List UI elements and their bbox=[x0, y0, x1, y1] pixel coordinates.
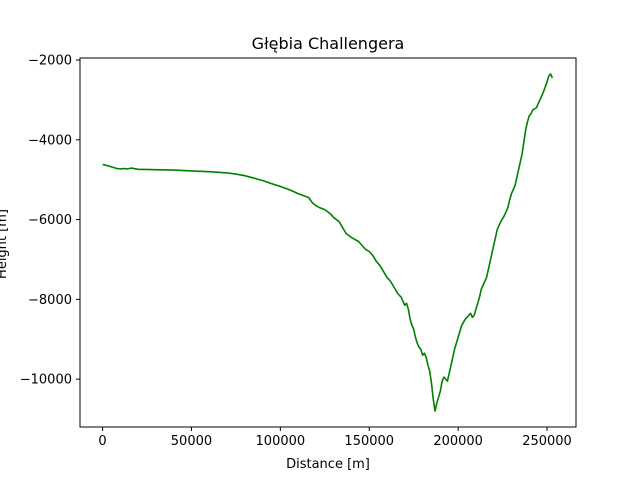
y-tick-label: −2000 bbox=[28, 53, 72, 68]
series-line-0 bbox=[102, 73, 554, 412]
x-tick-label: 100000 bbox=[256, 434, 306, 449]
y-tick-label: −10000 bbox=[20, 373, 72, 388]
chart-title: Głębia Challengera bbox=[252, 34, 405, 53]
y-tick-label: −6000 bbox=[28, 213, 72, 228]
x-tick-label: 50000 bbox=[171, 434, 212, 449]
plot-area bbox=[102, 73, 554, 412]
x-axis-ticks: 0 50000 100000 150000 200000 250000 bbox=[98, 427, 572, 449]
x-tick-label: 150000 bbox=[344, 434, 394, 449]
x-axis-label: Distance [m] bbox=[286, 457, 370, 472]
plot-frame bbox=[79, 57, 577, 428]
x-tick-label: 0 bbox=[98, 434, 106, 449]
x-tick-label: 250000 bbox=[522, 434, 572, 449]
y-tick-label: −8000 bbox=[28, 293, 72, 308]
y-axis-label: Height [m] bbox=[0, 209, 10, 279]
y-tick-label: −4000 bbox=[28, 133, 72, 148]
x-tick-label: 200000 bbox=[433, 434, 483, 449]
y-axis-ticks: −10000 −8000 −6000 −4000 −2000 bbox=[20, 53, 80, 388]
